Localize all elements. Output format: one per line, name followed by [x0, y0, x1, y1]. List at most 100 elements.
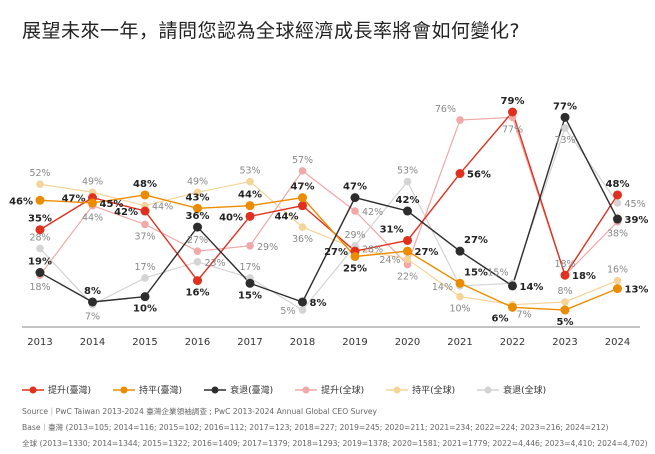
data-point — [351, 207, 359, 215]
legend-marker-icon — [204, 386, 227, 393]
data-point — [455, 246, 465, 256]
data-label: 27% — [464, 235, 488, 246]
data-point — [193, 203, 202, 213]
legend-marker-icon — [22, 386, 44, 393]
data-label: 47% — [62, 194, 86, 205]
data-label: 29% — [257, 242, 278, 253]
legend-item: 衰退(臺灣) — [204, 383, 273, 396]
data-label: 49% — [82, 176, 103, 187]
data-point — [298, 306, 307, 314]
x-tick-label: 2013 — [27, 337, 52, 348]
data-point — [455, 169, 465, 179]
x-tick-label: 2020 — [395, 337, 420, 348]
data-label: 52% — [29, 168, 50, 179]
data-label: 24% — [379, 255, 400, 266]
legend-item: 持平(全球) — [386, 383, 455, 396]
legend-marker-icon — [113, 386, 136, 393]
series-line — [39, 180, 618, 306]
data-point — [403, 260, 412, 269]
data-label: 28% — [29, 232, 50, 243]
x-tick-label: 2021 — [447, 337, 472, 348]
data-label: 36% — [292, 234, 313, 245]
data-label: 31% — [380, 224, 404, 235]
legend-marker-icon — [477, 386, 500, 393]
data-label: 16% — [607, 265, 628, 276]
data-point — [350, 252, 360, 261]
data-point — [298, 297, 307, 307]
data-point — [403, 177, 412, 186]
data-label: 22% — [397, 272, 418, 283]
data-point — [455, 278, 465, 288]
legend-item: 提升(全球) — [295, 383, 364, 396]
data-label: 8% — [84, 286, 101, 297]
data-point — [508, 302, 517, 312]
data-label: 79% — [501, 96, 525, 107]
data-label: 42% — [362, 207, 383, 218]
data-label: 18% — [572, 271, 596, 282]
data-label: 40% — [219, 212, 243, 223]
data-point — [613, 276, 622, 285]
data-label: 15% — [464, 267, 488, 278]
data-point — [35, 268, 45, 278]
data-label: 49% — [187, 176, 208, 187]
data-label: 15% — [487, 267, 508, 278]
data-point — [35, 225, 45, 235]
data-label: 44% — [82, 213, 103, 224]
data-point — [193, 276, 202, 286]
data-point — [298, 223, 307, 231]
data-label: 15% — [238, 290, 262, 301]
data-point — [613, 190, 622, 200]
data-point — [403, 235, 412, 245]
data-label: 44% — [275, 212, 299, 223]
data-point — [246, 177, 254, 186]
x-tick-label: 2024 — [605, 337, 630, 348]
data-label: 42% — [396, 195, 420, 206]
data-label: 27% — [415, 247, 439, 258]
legend-label: 提升(臺灣) — [48, 386, 92, 396]
data-label: 25% — [343, 264, 367, 275]
x-tick-label: 2016 — [185, 337, 210, 348]
data-label: 45% — [100, 199, 124, 210]
x-tick-label: 2023 — [552, 337, 577, 348]
data-point — [193, 258, 202, 266]
chart-title: 展望未來一年，請問您認為全球經濟成長率將會如何變化? — [22, 20, 521, 42]
data-label: 44% — [238, 190, 262, 201]
x-tick-label: 2015 — [132, 337, 157, 348]
source-note: Source｜PwC Taiwan 2013-2024 臺灣企業領袖調查 ; P… — [22, 407, 378, 416]
data-label: 73% — [554, 135, 575, 146]
data-label: 56% — [467, 170, 491, 181]
data-label: 23% — [205, 258, 226, 269]
data-label: 13% — [625, 285, 649, 296]
data-label: 18% — [554, 259, 575, 270]
data-label: 39% — [625, 215, 649, 226]
data-point — [140, 206, 150, 216]
data-label: 6% — [492, 313, 509, 324]
legend-item: 提升(臺灣) — [22, 383, 91, 396]
data-label: 53% — [397, 166, 418, 177]
data-point — [245, 211, 255, 221]
data-label: 5% — [557, 317, 574, 328]
base-global-note: 全球 (2013=1330; 2014=1344; 2015=1322; 201… — [22, 439, 648, 448]
data-point — [36, 244, 44, 253]
data-label: 29% — [344, 230, 365, 241]
data-point — [36, 180, 44, 189]
data-point — [193, 188, 202, 197]
data-label: 38% — [607, 229, 628, 240]
series-line — [39, 110, 619, 282]
data-point — [193, 247, 202, 255]
data-label: 19% — [28, 257, 52, 268]
data-point — [508, 281, 517, 291]
data-point — [193, 222, 202, 232]
data-label: 14% — [520, 282, 544, 293]
data-point — [560, 305, 570, 315]
x-tick-label: 2019 — [342, 337, 367, 348]
series-line — [39, 116, 618, 277]
series-line — [39, 194, 618, 311]
data-point — [560, 270, 570, 280]
data-point — [245, 278, 255, 288]
data-label: 47% — [291, 182, 315, 193]
base-taiwan-note: Base｜臺灣 (2013=105; 2014=116; 2015=102; 2… — [22, 423, 609, 432]
data-point — [298, 201, 307, 211]
x-tick-label: 2017 — [237, 337, 262, 348]
